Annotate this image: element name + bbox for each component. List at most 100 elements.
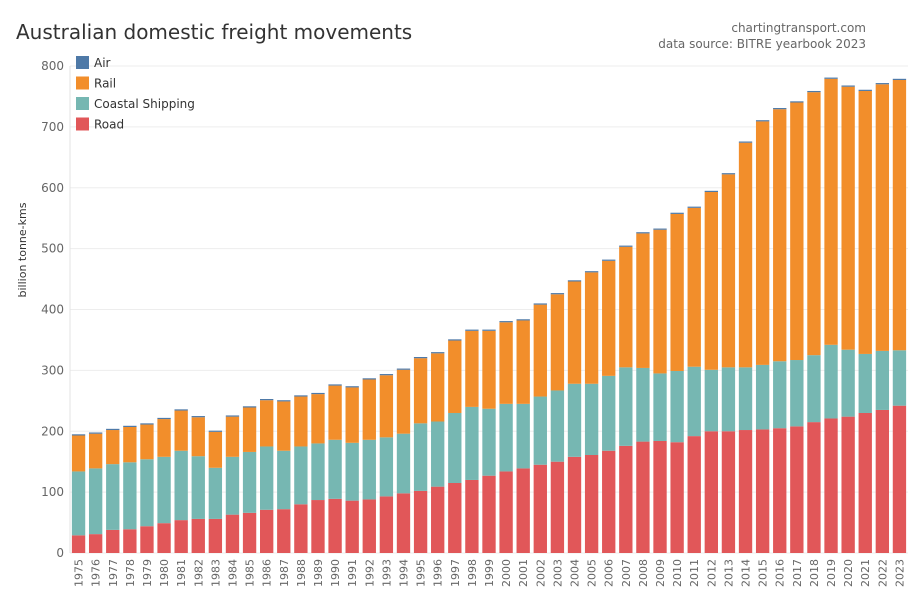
bar-air-2021 xyxy=(858,89,872,91)
x-tick-label: 2021 xyxy=(859,559,872,587)
bar-coastal-shipping-2010 xyxy=(670,370,684,443)
x-tick-label: 2004 xyxy=(569,559,582,587)
bar-coastal-shipping-1997 xyxy=(448,412,462,483)
bar-road-1992 xyxy=(362,499,376,553)
bar-air-1980 xyxy=(157,417,171,420)
bar-coastal-shipping-2012 xyxy=(704,369,718,432)
bar-air-1985 xyxy=(242,406,257,408)
bar-coastal-shipping-1994 xyxy=(396,433,411,494)
bar-coastal-shipping-1979 xyxy=(140,459,154,527)
bar-rail-2010 xyxy=(670,213,684,371)
x-tick-label: 1983 xyxy=(209,559,222,587)
bar-coastal-shipping-2008 xyxy=(636,367,650,442)
bar-coastal-shipping-1975 xyxy=(71,471,86,536)
bar-rail-2003 xyxy=(550,294,565,391)
x-tick-label: 2001 xyxy=(517,559,530,587)
bar-road-1993 xyxy=(379,496,394,553)
x-tick-label: 1979 xyxy=(141,559,154,587)
bar-coastal-shipping-1995 xyxy=(413,423,428,491)
y-tick-label: 200 xyxy=(41,424,64,438)
x-tick-label: 2020 xyxy=(842,559,855,587)
x-tick-label: 2000 xyxy=(500,559,513,587)
bar-road-1990 xyxy=(328,498,342,553)
bar-road-2000 xyxy=(499,471,513,553)
bar-air-1976 xyxy=(88,432,103,434)
bar-coastal-shipping-1981 xyxy=(174,450,188,521)
bar-rail-1985 xyxy=(242,407,257,452)
x-tick-label: 2002 xyxy=(534,559,547,587)
bar-road-2015 xyxy=(755,429,770,553)
bar-air-2012 xyxy=(704,190,718,193)
y-tick-label: 400 xyxy=(41,303,64,317)
bar-coastal-shipping-2004 xyxy=(567,383,582,457)
bar-rail-2023 xyxy=(892,80,907,351)
legend-label-air: Air xyxy=(94,56,111,70)
bar-air-1990 xyxy=(328,384,342,386)
bar-road-2020 xyxy=(841,416,855,553)
credits-source: data source: BITRE yearbook 2023 xyxy=(658,37,866,51)
bar-rail-2016 xyxy=(773,109,787,362)
bar-rail-1984 xyxy=(225,416,240,457)
bar-air-2010 xyxy=(670,212,684,214)
bar-road-2023 xyxy=(892,405,907,553)
bar-air-2007 xyxy=(619,245,633,247)
y-tick-label: 800 xyxy=(41,59,64,73)
x-tick-label: 1976 xyxy=(90,559,103,587)
bar-road-2003 xyxy=(550,461,565,553)
bar-coastal-shipping-1978 xyxy=(123,462,137,530)
bar-air-1996 xyxy=(431,352,445,354)
x-tick-label: 1991 xyxy=(346,559,359,587)
bar-rail-2001 xyxy=(516,320,530,404)
bar-road-1988 xyxy=(294,504,308,553)
bar-air-2015 xyxy=(755,120,770,122)
bar-coastal-shipping-2014 xyxy=(738,367,753,431)
bar-air-2000 xyxy=(499,321,513,323)
bar-air-2023 xyxy=(892,78,907,81)
bar-rail-1995 xyxy=(413,358,428,424)
bar-road-1978 xyxy=(123,529,137,553)
bar-coastal-shipping-2017 xyxy=(790,360,804,427)
bar-coastal-shipping-1988 xyxy=(294,446,308,505)
bar-road-1977 xyxy=(106,529,120,553)
bar-air-1995 xyxy=(413,357,428,359)
bar-road-2019 xyxy=(824,418,838,553)
bar-air-1986 xyxy=(260,399,274,401)
bar-air-1989 xyxy=(311,392,325,395)
bar-rail-2013 xyxy=(721,174,736,368)
bar-road-1999 xyxy=(482,475,496,553)
chart-title: Australian domestic freight movements xyxy=(16,20,413,44)
bar-coastal-shipping-2018 xyxy=(807,355,821,423)
x-tick-label: 2023 xyxy=(893,559,906,587)
x-tick-label: 2014 xyxy=(740,559,753,587)
x-tick-label: 1981 xyxy=(175,559,188,587)
bar-coastal-shipping-2006 xyxy=(602,375,616,451)
x-tick-label: 2003 xyxy=(551,559,564,587)
bar-road-2012 xyxy=(704,431,718,553)
bar-rail-2020 xyxy=(841,86,855,350)
bar-air-2001 xyxy=(516,319,530,321)
bar-air-1977 xyxy=(106,428,120,431)
x-tick-label: 2009 xyxy=(654,559,667,587)
bar-rail-2022 xyxy=(875,84,890,351)
x-tick-label: 1997 xyxy=(449,559,462,587)
x-tick-label: 1988 xyxy=(295,559,308,587)
bar-rail-2017 xyxy=(790,102,804,361)
bar-air-1992 xyxy=(362,378,376,380)
bar-road-1979 xyxy=(140,526,154,553)
legend-label-coastal-shipping: Coastal Shipping xyxy=(94,97,195,111)
y-tick-label: 100 xyxy=(41,485,64,499)
legend-swatch-coastal-shipping xyxy=(76,97,89,110)
x-tick-label: 1978 xyxy=(124,559,137,587)
bar-rail-1997 xyxy=(448,340,462,413)
bar-coastal-shipping-2009 xyxy=(653,373,667,441)
bar-coastal-shipping-2020 xyxy=(841,349,855,417)
bar-air-1999 xyxy=(482,329,496,331)
bar-coastal-shipping-2011 xyxy=(687,366,701,437)
bar-coastal-shipping-1996 xyxy=(431,421,445,487)
bar-air-2004 xyxy=(567,280,582,282)
bar-coastal-shipping-1983 xyxy=(208,467,223,519)
bar-air-2016 xyxy=(773,108,787,110)
x-tick-label: 1975 xyxy=(73,559,86,587)
bar-road-1982 xyxy=(191,518,205,553)
bar-rail-2011 xyxy=(687,207,701,367)
